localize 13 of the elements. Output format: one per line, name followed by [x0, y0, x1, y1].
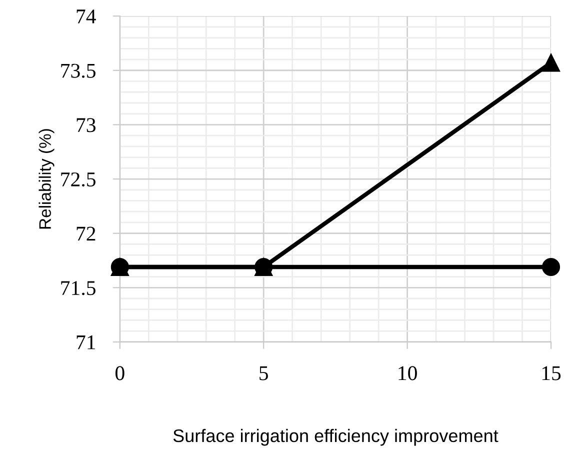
y-tick-label: 73: [76, 118, 96, 132]
y-tick-label: 71: [76, 335, 96, 350]
y-tick-label: 73.5: [61, 64, 96, 78]
y-tick-label: 72.5: [61, 172, 96, 187]
y-axis-title: Reliability (%): [38, 129, 54, 229]
x-tick-label: 15: [542, 366, 561, 380]
x-tick-label: 10: [398, 366, 417, 380]
x-axis-title: Surface irrigation efficiency improvement: [173, 428, 498, 446]
y-tick-label: 72: [76, 226, 96, 241]
x-tick-label: 0: [115, 366, 124, 380]
x-tick-label: 5: [260, 366, 268, 380]
y-tick-label: 74: [76, 10, 96, 24]
y-tick-label: 71.5: [61, 281, 96, 296]
